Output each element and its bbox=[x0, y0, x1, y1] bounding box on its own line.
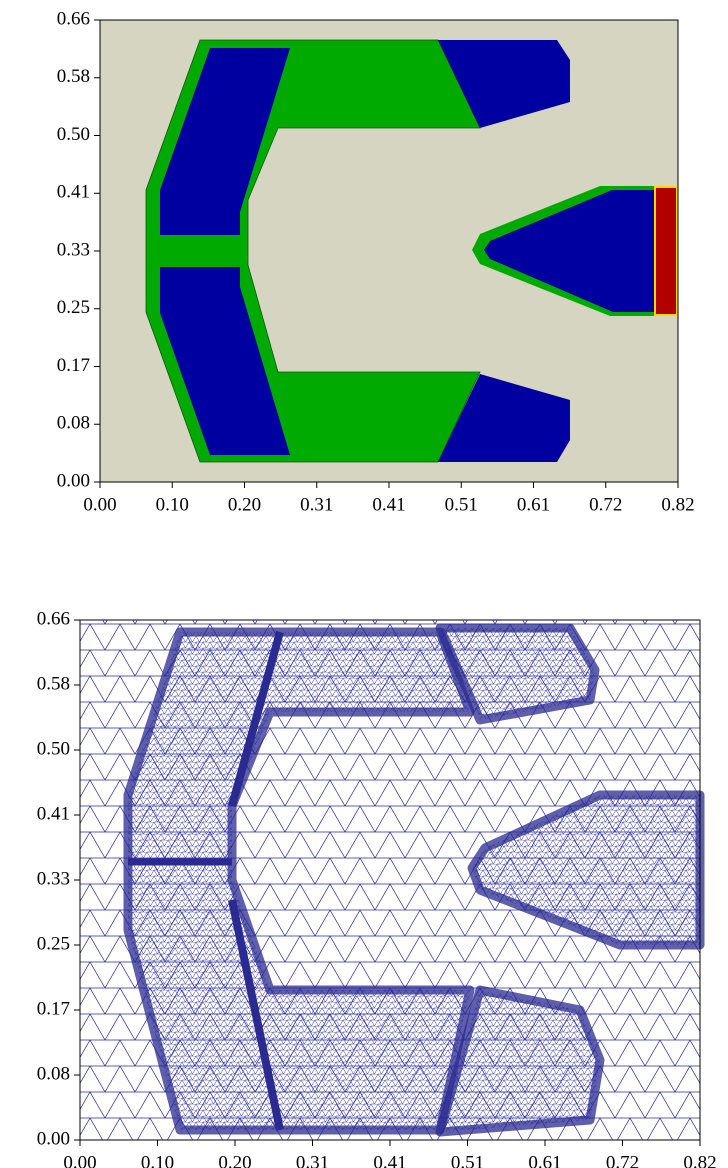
x-tick-label: 0.72 bbox=[606, 1152, 639, 1168]
x-tick-label: 0.10 bbox=[141, 1152, 174, 1168]
y-tick-label: 0.66 bbox=[57, 8, 90, 29]
mesh bbox=[80, 620, 700, 1140]
y-tick-label: 0.00 bbox=[37, 1128, 70, 1149]
y-tick-label: 0.50 bbox=[37, 738, 70, 759]
x-tick-label: 0.72 bbox=[589, 494, 622, 515]
x-tick-label: 0.31 bbox=[300, 494, 333, 515]
x-tick-label: 0.20 bbox=[218, 1152, 251, 1168]
y-tick-label: 0.33 bbox=[37, 868, 70, 889]
y-tick-label: 0.00 bbox=[57, 470, 90, 491]
x-tick-label: 0.10 bbox=[156, 494, 189, 515]
y-tick-label: 0.08 bbox=[37, 1063, 70, 1084]
x-tick-label: 0.82 bbox=[661, 494, 694, 515]
x-tick-label: 0.20 bbox=[228, 494, 261, 515]
y-tick-label: 0.25 bbox=[37, 933, 70, 954]
y-tick-label: 0.41 bbox=[57, 182, 90, 203]
x-tick-label: 0.51 bbox=[451, 1152, 484, 1168]
y-tick-label: 0.17 bbox=[37, 998, 70, 1019]
y-tick-label: 0.17 bbox=[57, 355, 90, 376]
y-tick-label: 0.58 bbox=[37, 673, 70, 694]
y-tick-label: 0.08 bbox=[57, 413, 90, 434]
y-tick-label: 0.50 bbox=[57, 124, 90, 145]
x-tick-label: 0.41 bbox=[373, 1152, 406, 1168]
x-tick-label: 0.00 bbox=[83, 494, 116, 515]
x-tick-label: 0.00 bbox=[63, 1152, 96, 1168]
y-tick-label: 0.25 bbox=[57, 297, 90, 318]
y-tick-label: 0.41 bbox=[37, 803, 70, 824]
x-tick-label: 0.31 bbox=[296, 1152, 329, 1168]
y-tick-label: 0.33 bbox=[57, 239, 90, 260]
y-tick-label: 0.66 bbox=[37, 608, 70, 629]
geometry bbox=[100, 20, 678, 482]
figure: 0.00 0.10 0.20 0.31 0.41 0.51 0.61 0.72 0.82 0.00… bbox=[0, 0, 728, 1168]
x-tick-label: 0.51 bbox=[445, 494, 478, 515]
x-tick-label: 0.41 bbox=[372, 494, 405, 515]
x-tick-label: 0.61 bbox=[528, 1152, 561, 1168]
x-tick-label: 0.82 bbox=[683, 1152, 716, 1168]
x-tick-label: 0.61 bbox=[517, 494, 550, 515]
y-tick-label: 0.58 bbox=[57, 66, 90, 87]
red-region bbox=[655, 187, 677, 315]
